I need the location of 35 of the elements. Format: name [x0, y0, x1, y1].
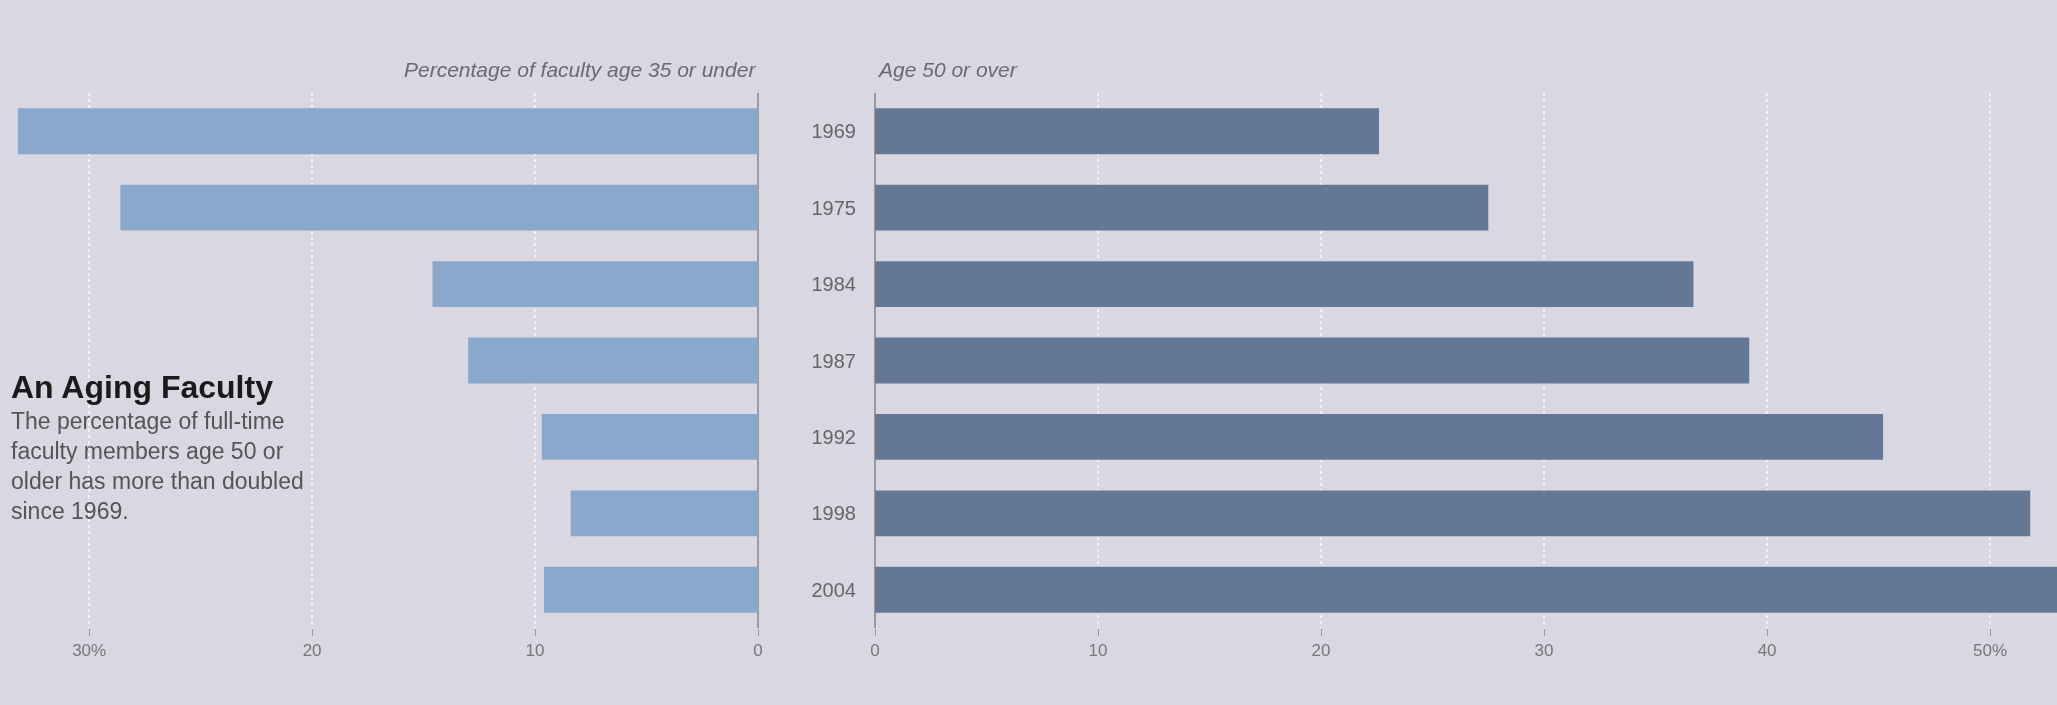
- bar: [541, 414, 758, 460]
- y-tick-label: 1987: [811, 349, 856, 372]
- bar: [875, 261, 1694, 307]
- bar: [875, 414, 1884, 460]
- bar: [875, 490, 2031, 537]
- x-tick-label: 50%: [1973, 641, 2008, 661]
- bar: [120, 184, 758, 231]
- x-tick-label: 30: [1534, 641, 1554, 661]
- annotation: An Aging Faculty: [11, 369, 274, 405]
- annotation: The percentage of full-time faculty members age 50 or older has more than doubled since 1969.: [11, 408, 304, 524]
- y-tick-label: 2004: [811, 578, 856, 601]
- x-tick-label: 40: [1757, 641, 1777, 661]
- chart-title: Age 50 or over: [877, 58, 1018, 81]
- chart-title: Percentage of faculty age 35 or under: [404, 58, 757, 81]
- y-tick-label: 1984: [811, 273, 856, 296]
- bar: [570, 490, 758, 537]
- x-tick-label: 10: [1088, 641, 1108, 661]
- bar: [875, 108, 1380, 155]
- bar: [432, 261, 758, 307]
- x-tick-label: 30%: [72, 641, 107, 661]
- x-tick-label: 20: [302, 641, 322, 661]
- x-tick-label: 20: [1311, 641, 1331, 661]
- bar: [543, 566, 758, 613]
- bar: [17, 108, 758, 155]
- x-tick-label: 0: [753, 641, 763, 661]
- bar: [875, 337, 1750, 384]
- bar: [875, 184, 1489, 231]
- bar: [875, 566, 2057, 613]
- bar: [468, 337, 758, 384]
- x-tick-label: 0: [870, 641, 880, 661]
- y-tick-label: 1969: [811, 120, 856, 143]
- x-tick-label: 10: [525, 641, 545, 661]
- y-tick-label: 1992: [811, 425, 856, 448]
- y-tick-label: 1998: [811, 502, 856, 525]
- y-tick-label: 1975: [811, 196, 856, 219]
